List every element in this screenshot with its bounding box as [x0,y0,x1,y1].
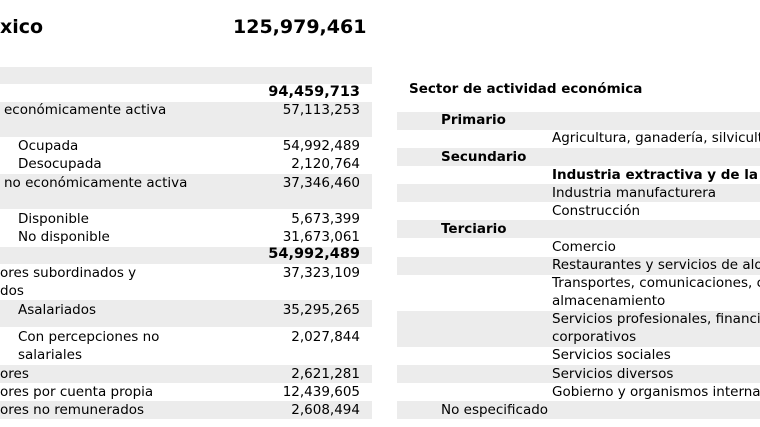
row-value-pnea: 37,346,460 [282,175,360,191]
sector-terciario: Terciario [441,221,507,237]
sector-diversos: Servicios diversos [552,366,674,382]
sector-agricultura: Agricultura, ganadería, silvicultu [552,130,760,146]
row-label-desocupada: Desocupada [18,156,102,172]
table-band [0,300,372,327]
table-band [0,174,372,209]
row-value-asalariados: 35,295,265 [282,302,360,318]
table-band [397,112,760,130]
table-band [397,257,760,275]
row-label-pnea: no económicamente activa [4,175,188,191]
row-value-nodisponible: 31,673,061 [282,229,360,245]
sector-transportes-2: almacenamiento [552,293,666,309]
total-population: 125,979,461 [233,16,367,38]
page-title-fragment: xico [0,16,44,38]
sector-profesionales-1: Servicios profesionales, financie [552,311,760,327]
row-label-percepciones-2: salariales [18,347,82,363]
sector-secundario: Secundario [441,149,527,165]
row-value-noremunerados: 2,608,494 [291,402,360,418]
table-band [0,365,372,383]
row-label-ocupada: Ocupada [18,138,79,154]
row-value-ocupada: 54,992,489 [282,138,360,154]
sector-sociales: Servicios sociales [552,347,671,363]
row-value-ocupada-total: 54,992,489 [268,246,360,262]
row-value-percepciones: 2,027,844 [291,329,360,345]
table-band [397,401,760,419]
table-band [0,67,372,84]
sector-comercio: Comercio [552,239,616,255]
table-band [0,102,372,137]
row-value-disponible: 5,673,399 [291,211,360,227]
table-band [397,220,760,238]
row-label-nodisponible: No disponible [18,229,110,245]
table-band [397,365,760,383]
row-value-cuentapropia: 12,439,605 [282,384,360,400]
sector-heading: Sector de actividad económica [409,81,643,97]
row-value-pea: 57,113,253 [282,102,360,118]
table-band [397,311,760,347]
sector-industria-manufacturera: Industria manufacturera [552,185,717,201]
table-band [397,184,760,202]
row-value-desocupada: 2,120,764 [291,156,360,172]
row-label-empleadores: ores [0,366,29,382]
row-label-subordinados-2: dos [0,283,24,299]
row-label-noremunerados: ores no remunerados [0,402,145,418]
row-value-subordinados: 37,323,109 [282,265,360,281]
row-label-pea: económicamente activa [4,102,167,118]
row-value-empleadores: 2,621,281 [291,366,360,382]
sector-profesionales-2: corporativos [552,329,637,345]
table-band [0,247,372,264]
sector-no-especificado: No especificado [441,402,549,418]
sector-industria-extractiva: Industria extractiva y de la [552,167,759,183]
table-band [0,401,372,419]
row-label-percepciones-1: Con percepciones no [18,329,160,345]
table-band [397,148,760,166]
sector-restaurantes: Restaurantes y servicios de aloj [552,257,760,273]
row-label-disponible: Disponible [18,211,89,227]
sector-gobierno: Gobierno y organismos internac [552,384,760,400]
sector-construccion: Construcción [552,203,641,219]
row-label-asalariados: Asalariados [18,302,97,318]
sector-transportes-1: Transportes, comunicaciones, c [552,275,760,291]
row-label-subordinados-1: ores subordinados y [0,265,137,281]
row-value-total: 94,459,713 [268,84,360,100]
sector-primario: Primario [441,112,506,128]
row-label-cuentapropia: ores por cuenta propia [0,384,154,400]
